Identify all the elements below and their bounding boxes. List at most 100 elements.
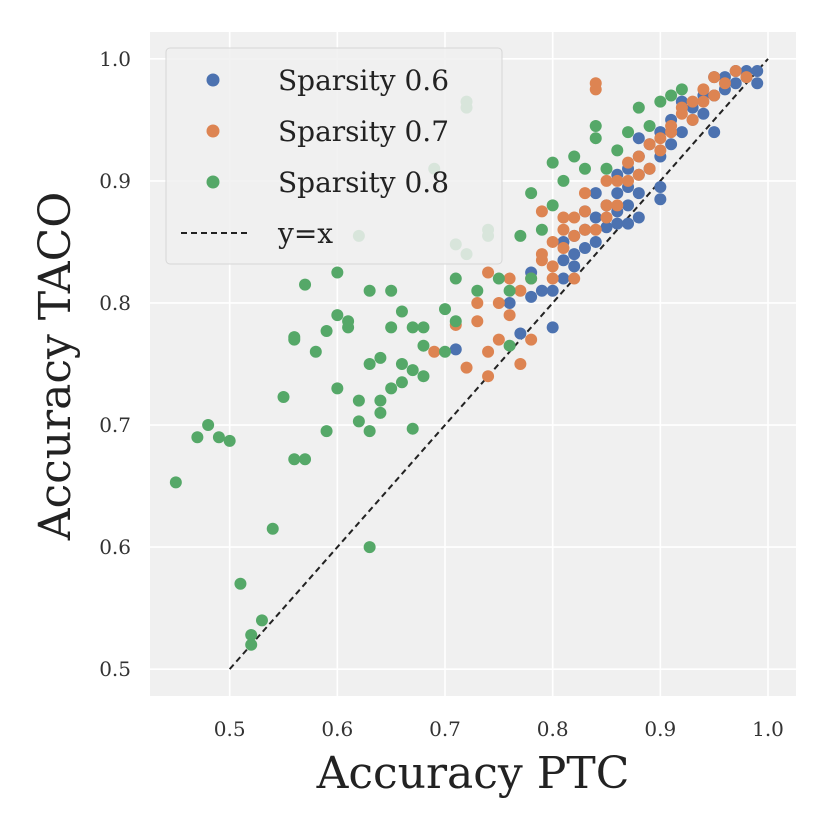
data-point (600, 221, 613, 234)
data-point (589, 119, 602, 132)
data-point (309, 345, 322, 358)
data-point (471, 315, 484, 328)
data-point (525, 290, 538, 303)
data-point (374, 351, 387, 364)
data-point (600, 162, 613, 175)
data-point (697, 107, 710, 120)
data-point (729, 77, 742, 90)
data-point (546, 272, 559, 285)
data-point (352, 394, 365, 407)
data-point (417, 339, 430, 352)
data-point (611, 187, 624, 200)
data-point (535, 205, 548, 218)
data-point (751, 77, 764, 90)
data-point (697, 95, 710, 108)
y-axis-label: Accuracy TACO (30, 192, 81, 542)
series-3 (169, 83, 688, 651)
data-point (288, 333, 301, 346)
data-point (460, 361, 473, 374)
x-tick-label: 0.7 (429, 717, 461, 741)
data-point (654, 181, 667, 194)
data-point (439, 303, 452, 316)
data-point (622, 156, 635, 169)
data-point (514, 284, 527, 297)
data-point (492, 333, 505, 346)
data-point (395, 358, 408, 370)
data-point (589, 83, 602, 96)
data-point (546, 235, 559, 248)
data-point (449, 343, 462, 356)
data-point (665, 138, 678, 151)
data-point (697, 83, 710, 96)
data-point (632, 101, 645, 114)
data-point (632, 150, 645, 163)
data-point (385, 382, 398, 395)
data-point (589, 223, 602, 236)
y-tick-label: 0.7 (99, 413, 131, 437)
data-point (622, 126, 635, 139)
data-point (611, 217, 624, 230)
data-point (191, 431, 204, 444)
data-point (589, 187, 602, 200)
data-point (535, 223, 548, 236)
data-point (665, 119, 678, 132)
data-point (546, 284, 559, 297)
data-point (266, 522, 279, 535)
data-point (557, 211, 570, 224)
data-point (202, 419, 215, 432)
data-point (492, 296, 505, 309)
x-axis-label: Accuracy PTC (316, 748, 630, 799)
y-tick-labels: 0.5 0.6 0.7 0.8 0.9 1.0 (99, 47, 131, 681)
data-point (578, 242, 591, 255)
data-points (169, 65, 764, 651)
data-point (514, 327, 527, 340)
data-point (546, 321, 559, 334)
data-point (331, 309, 344, 322)
data-point (568, 248, 581, 261)
x-tick-label: 1.0 (752, 717, 784, 741)
data-point (578, 162, 591, 175)
legend-marker (206, 175, 220, 189)
data-point (363, 284, 376, 297)
data-point (622, 217, 635, 230)
data-point (503, 309, 516, 322)
data-point (363, 358, 376, 370)
data-point (449, 272, 462, 285)
y-tick-label: 0.5 (99, 657, 131, 681)
data-point (503, 339, 516, 352)
data-point (482, 266, 495, 279)
data-point (514, 229, 527, 242)
data-point (589, 235, 602, 248)
data-point (385, 284, 398, 297)
data-point (568, 229, 581, 242)
data-point (546, 199, 559, 212)
data-point (245, 638, 258, 651)
data-point (578, 223, 591, 236)
data-point (331, 382, 344, 395)
data-point (406, 422, 419, 435)
data-point (503, 296, 516, 309)
y-tick-label: 0.6 (99, 535, 131, 559)
y-tick-label: 1.0 (99, 47, 131, 71)
data-point (395, 376, 408, 389)
data-point (320, 425, 333, 438)
reference-line-y-equals-x (228, 58, 769, 670)
legend-entry-label: Sparsity 0.7 (278, 115, 449, 148)
data-point (299, 453, 312, 466)
data-point (675, 101, 688, 114)
data-point (417, 370, 430, 383)
data-point (525, 333, 538, 346)
data-point (632, 187, 645, 200)
data-point (557, 272, 570, 285)
data-point (718, 77, 731, 90)
data-point (385, 321, 398, 334)
data-point (740, 71, 753, 84)
data-point (212, 431, 225, 444)
data-point (417, 321, 430, 334)
data-point (245, 628, 258, 641)
data-point (503, 284, 516, 297)
data-point (557, 174, 570, 187)
data-point (675, 126, 688, 139)
data-point (708, 126, 721, 139)
data-point (654, 132, 667, 145)
